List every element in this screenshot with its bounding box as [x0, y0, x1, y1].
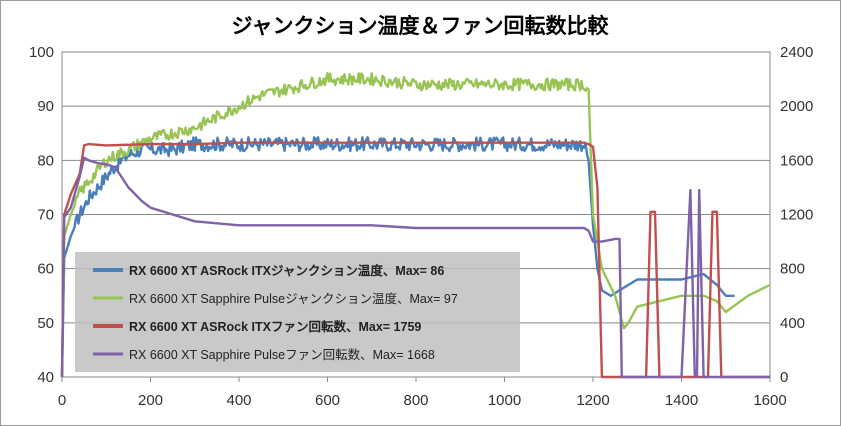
y-right-tick-label: 2400	[780, 44, 813, 61]
y-right-tick-label: 2000	[780, 98, 813, 115]
y-left-tick-label: 50	[37, 315, 54, 332]
x-tick-label: 200	[138, 392, 163, 409]
legend-label-1: RX 6600 XT ASRock ITXジャンクション温度、Max= 86	[129, 263, 444, 278]
y-right-tick-label: 1600	[780, 152, 813, 169]
series-line-1	[60, 136, 735, 378]
y-left-tick-label: 70	[37, 207, 54, 224]
legend: RX 6600 XT ASRock ITXジャンクション温度、Max= 86 RX…	[75, 252, 520, 372]
y-left-tick-label: 80	[37, 152, 54, 169]
legend-label-3: RX 6600 XT ASRock ITXファン回転数、Max= 1759	[129, 319, 421, 334]
y-left-tick-label: 60	[37, 261, 54, 278]
series-line-2	[60, 72, 771, 378]
y-right-tick-label: 400	[780, 315, 805, 332]
y-left-tick-label: 40	[37, 369, 54, 386]
x-tick-label: 0	[58, 392, 66, 409]
legend-label-4: RX 6600 XT Sapphire Pulseファン回転数、Max= 166…	[129, 347, 435, 362]
x-tick-label: 1000	[488, 392, 521, 409]
series-lines	[60, 72, 771, 379]
x-tick-label: 1400	[665, 392, 698, 409]
legend-box	[75, 252, 520, 372]
chart-title: ジャンクション温度＆ファン回転数比較	[232, 14, 610, 38]
y-left-tick-label: 90	[37, 98, 54, 115]
x-tick-label: 400	[226, 392, 251, 409]
x-tick-label: 800	[403, 392, 428, 409]
y-right-tick-label: 800	[780, 261, 805, 278]
x-tick-label: 1200	[576, 392, 609, 409]
x-tick-label: 1600	[753, 392, 786, 409]
y-right-tick-label: 0	[780, 369, 788, 386]
legend-label-2: RX 6600 XT Sapphire Pulseジャンクション温度、Max= …	[129, 291, 458, 306]
y-left-tick-label: 100	[29, 44, 54, 61]
y-right-tick-label: 1200	[780, 207, 813, 224]
series-line-4	[60, 156, 770, 379]
x-tick-label: 600	[315, 392, 340, 409]
